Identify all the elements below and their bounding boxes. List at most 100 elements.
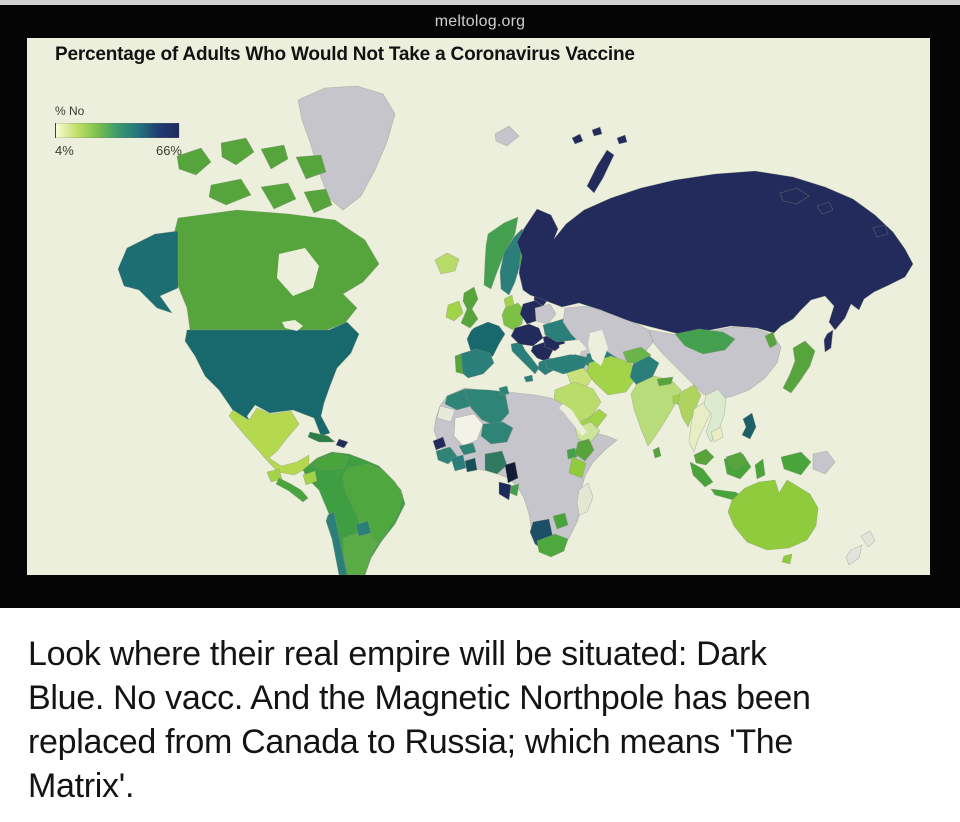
region-italy xyxy=(510,341,540,375)
region-ivory-coast xyxy=(450,454,467,472)
site-bar: meltolog.org xyxy=(0,5,960,38)
region-cameroon xyxy=(504,461,519,484)
region-tunisia xyxy=(498,385,510,396)
region-ecuador xyxy=(302,470,318,486)
region-cuba xyxy=(307,431,336,443)
region-franz-josef xyxy=(591,126,603,137)
region-greenland xyxy=(297,85,396,211)
region-mongolia xyxy=(674,328,736,355)
map-frame: Percentage of Adults Who Would Not Take … xyxy=(0,38,960,608)
region-russia xyxy=(586,149,615,194)
region-canada xyxy=(260,144,289,170)
region-new-zealand xyxy=(845,544,863,566)
status-strip xyxy=(0,0,960,5)
region-nepal xyxy=(656,376,674,387)
region-png-east xyxy=(812,450,836,475)
region-uk xyxy=(460,286,479,329)
caption-area: Look where their real empire will be sit… xyxy=(0,608,960,822)
region-usa xyxy=(184,321,360,437)
region-philippines xyxy=(741,412,757,440)
caption-line: Matrix'. xyxy=(28,767,135,805)
region-canada xyxy=(260,182,297,210)
region-nigeria xyxy=(484,450,508,475)
hudson-bay xyxy=(277,248,319,296)
region-western-sahara xyxy=(436,405,456,423)
legend-max-label: 66% xyxy=(155,143,182,158)
region-russia xyxy=(816,201,834,215)
region-tanzania xyxy=(568,456,587,479)
region-cambodia xyxy=(710,426,724,443)
region-venezuela xyxy=(313,452,349,471)
region-canada xyxy=(176,147,212,176)
world-map-svg xyxy=(117,85,914,575)
region-new-zealand xyxy=(860,530,876,548)
region-norway xyxy=(483,216,519,290)
region-iceland xyxy=(434,252,460,275)
region-canada xyxy=(295,154,327,180)
region-australia xyxy=(781,553,793,565)
region-indonesia xyxy=(754,458,766,480)
region-india xyxy=(630,375,682,447)
region-mali xyxy=(453,413,484,447)
region-russia xyxy=(779,187,810,205)
region-mexico xyxy=(228,407,310,476)
region-franz-josef xyxy=(571,133,584,145)
caption-line: Blue. No vacc. And the Magnetic Northpol… xyxy=(28,679,811,717)
choropleth-map-panel: Percentage of Adults Who Would Not Take … xyxy=(27,38,930,575)
map-legend: % No 4% 66% xyxy=(55,104,182,159)
caption-line: Look where their real empire will be sit… xyxy=(28,635,767,673)
region-ghana xyxy=(464,457,478,473)
region-south-korea xyxy=(764,331,778,349)
caption-line: replaced from Canada to Russia; which me… xyxy=(28,723,794,761)
region-gabon xyxy=(498,481,512,501)
region-russia xyxy=(872,224,889,238)
region-burkina-faso xyxy=(458,442,477,456)
region-belarus xyxy=(534,303,557,325)
legend-label: % No xyxy=(55,104,85,118)
region-south-africa xyxy=(536,533,569,558)
region-australia xyxy=(727,479,819,551)
region-congo xyxy=(509,483,520,497)
region-zimbabwe xyxy=(552,512,569,530)
region-malaysia xyxy=(693,448,715,466)
region-senegal xyxy=(432,436,447,451)
region-portugal xyxy=(454,353,464,375)
legend-min-label: 4% xyxy=(55,143,74,158)
region-canada xyxy=(220,137,255,166)
legend-gradient-bar xyxy=(55,123,180,138)
region-franz-josef xyxy=(616,134,628,145)
region-china xyxy=(648,326,782,401)
region-madagascar xyxy=(576,482,594,516)
region-hispaniola xyxy=(335,438,349,449)
region-canada xyxy=(208,178,252,206)
region-canada xyxy=(169,209,380,331)
region-paraguay xyxy=(355,520,372,537)
region-russia xyxy=(823,329,834,353)
region-canada xyxy=(303,188,333,214)
region-svalbard xyxy=(494,125,520,147)
region-myanmar xyxy=(677,384,702,428)
site-url-label: meltolog.org xyxy=(434,12,526,30)
region-central-america xyxy=(275,477,309,503)
region-brazil xyxy=(342,463,404,548)
region-japan xyxy=(782,340,816,394)
legend-scale: 4% 66% xyxy=(55,143,182,159)
region-uganda xyxy=(566,447,578,460)
region-sri-lanka xyxy=(652,446,662,459)
region-italy xyxy=(523,374,534,383)
region-germany xyxy=(501,302,525,331)
region-png-west xyxy=(780,451,812,476)
red-sea xyxy=(559,404,587,436)
region-malaysia xyxy=(725,451,747,471)
region-chile xyxy=(325,511,348,575)
region-kenya xyxy=(574,438,595,462)
caspian-sea xyxy=(588,330,608,366)
region-iran xyxy=(586,355,637,396)
region-guatemala xyxy=(266,468,283,483)
region-central-europe xyxy=(510,323,544,347)
region-niger xyxy=(480,421,514,445)
region-ireland xyxy=(445,300,464,322)
region-indonesia xyxy=(689,461,714,488)
map-title: Percentage of Adults Who Would Not Take … xyxy=(55,44,635,65)
black-sea xyxy=(559,340,587,355)
